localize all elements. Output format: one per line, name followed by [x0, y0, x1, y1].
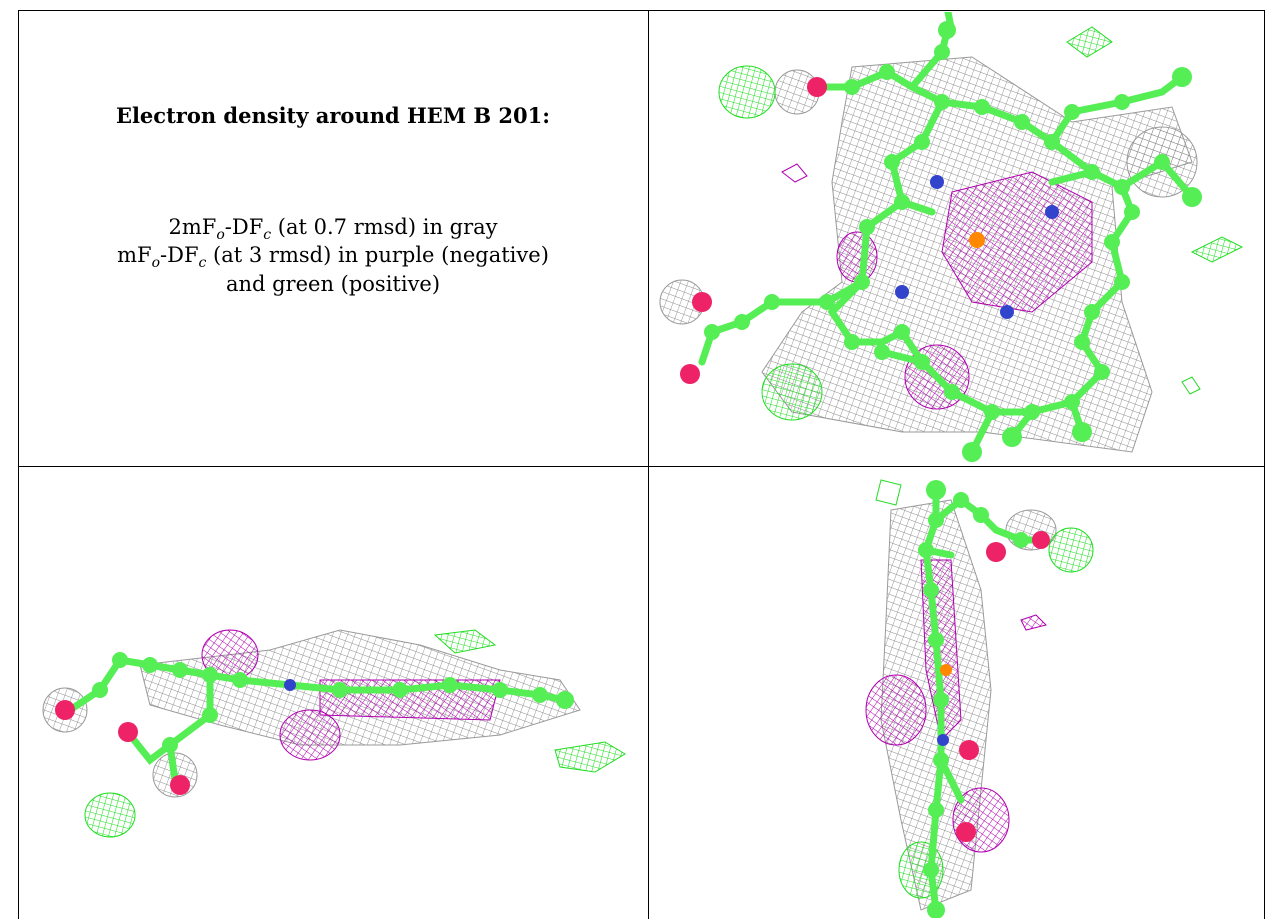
purple-density-mesh	[781, 163, 808, 183]
density-side-view-image	[42, 629, 626, 838]
table-top-border	[18, 10, 1265, 11]
table-row-divider	[18, 466, 1265, 467]
green-density-mesh	[761, 363, 823, 421]
purple-density-mesh	[1020, 614, 1047, 631]
green-density-mesh	[875, 479, 902, 506]
caption-difference-map-line: mFo-DFc (at 3 rmsd) in purple (negative)	[18, 243, 648, 271]
caption-subscript: o	[151, 255, 161, 272]
caption-title: Electron density around HEM B 201:	[115, 103, 551, 128]
carbon-atoms	[704, 21, 1202, 462]
purple-density-mesh	[279, 709, 341, 761]
caption-gray-map-line: 2mFo-DFc (at 0.7 rmsd) in gray	[18, 215, 648, 243]
green-density-mesh	[1066, 26, 1113, 58]
green-density-mesh	[1048, 527, 1094, 573]
caption-text: -DF	[160, 243, 199, 267]
nitrogen-atom	[284, 679, 296, 691]
nitrogen-atom	[937, 734, 949, 746]
green-density-mesh	[718, 65, 776, 119]
iron-atom	[940, 664, 952, 676]
green-density-mesh	[84, 792, 136, 838]
caption-text: 2mF	[168, 215, 217, 239]
table-left-border	[18, 10, 19, 919]
table-middle-divider	[648, 10, 649, 919]
density-panel-side-view	[20, 470, 647, 918]
caption-text: (at 0.7 rmsd) in gray	[271, 215, 498, 239]
table-right-border	[1264, 10, 1265, 919]
caption-text: (at 3 rmsd) in purple (negative)	[206, 243, 549, 267]
purple-density-mesh	[836, 231, 878, 283]
green-density-mesh	[554, 741, 626, 773]
oxygen-atoms	[956, 531, 1050, 842]
oxygen-atoms	[55, 700, 190, 795]
caption-subscript: c	[198, 255, 207, 272]
caption-text: mF	[117, 243, 152, 267]
carbon-atoms	[92, 652, 574, 753]
caption-cell: Electron density around HEM B 201: 2mFo-…	[18, 10, 648, 465]
caption-subscript: o	[216, 227, 225, 244]
green-density-mesh	[433, 629, 497, 654]
carbon-atoms	[918, 480, 1029, 918]
caption-positive-line: and green (positive)	[225, 272, 441, 296]
green-density-mesh	[1190, 236, 1244, 263]
nitrogen-atoms	[895, 175, 1059, 319]
purple-density-mesh	[865, 674, 927, 746]
caption-text: -DF	[224, 215, 264, 239]
iron-atom	[969, 232, 985, 248]
density-panel-edge-view	[651, 470, 1263, 918]
oxygen-atoms	[680, 77, 827, 384]
density-top-view-image	[659, 12, 1244, 462]
caption-subscript: c	[263, 227, 272, 244]
density-edge-view-image	[865, 479, 1094, 918]
green-density-mesh	[1181, 376, 1201, 395]
density-panel-top-view	[652, 12, 1262, 464]
